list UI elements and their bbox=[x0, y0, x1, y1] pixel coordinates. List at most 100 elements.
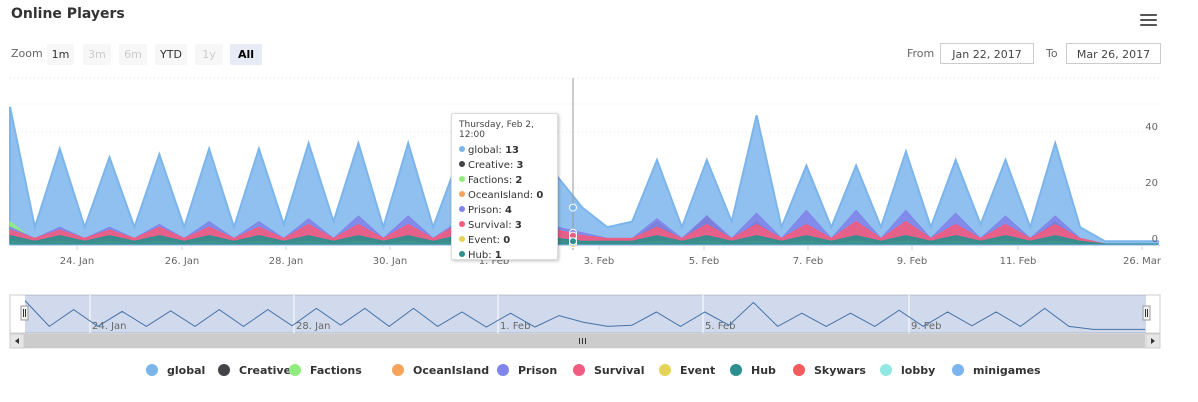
tooltip-row: Event: 0 bbox=[459, 233, 550, 248]
legend-label: Prison bbox=[518, 364, 558, 377]
navigator-frame bbox=[9, 294, 1161, 334]
zoom-6m-button[interactable]: 6m bbox=[119, 44, 147, 65]
range-to-input[interactable]: Mar 26, 2017 bbox=[1066, 43, 1161, 64]
legend-label: Factions bbox=[310, 364, 362, 377]
zoom-3m-button[interactable]: 3m bbox=[83, 44, 111, 65]
legend-item-survival[interactable]: Survival bbox=[573, 364, 644, 377]
tooltip-series-name: Factions bbox=[468, 175, 509, 186]
scroll-right-button[interactable] bbox=[1145, 333, 1161, 349]
x-tick-label: 7. Feb bbox=[793, 256, 823, 267]
legend-item-hub[interactable]: Hub bbox=[730, 364, 776, 377]
tooltip-row: OceanIsland: 0 bbox=[459, 188, 550, 203]
tooltip-series-name: Event bbox=[468, 235, 497, 246]
legend-label: lobby bbox=[901, 364, 936, 377]
tooltip-row: Prison: 4 bbox=[459, 203, 550, 218]
tooltip-series-name: Survival bbox=[468, 220, 509, 231]
legend-label: minigames bbox=[973, 364, 1041, 377]
series-dot-icon bbox=[459, 176, 465, 182]
navigator-selected-range[interactable] bbox=[25, 295, 1146, 333]
tooltip-series-value: 3 bbox=[516, 160, 524, 171]
legend-item-minigames[interactable]: minigames bbox=[952, 364, 1041, 377]
series-dot-icon bbox=[459, 206, 465, 212]
x-tick-label: 26. Mar bbox=[1123, 256, 1162, 267]
series-dot-icon bbox=[459, 161, 465, 167]
legend-item-global[interactable]: global bbox=[146, 364, 205, 377]
tooltip-series-value: 13 bbox=[505, 145, 519, 156]
legend-item-oceanisland[interactable]: OceanIsland bbox=[392, 364, 489, 377]
tooltip-row: Survival: 3 bbox=[459, 218, 550, 233]
zoom-ytd-button[interactable]: YTD bbox=[155, 44, 187, 65]
series-dot-icon bbox=[459, 221, 465, 227]
hover-marker-hub bbox=[569, 237, 577, 246]
series-areas bbox=[9, 106, 1159, 245]
navigator-series-line bbox=[24, 300, 1145, 330]
legend-symbol-icon bbox=[497, 364, 509, 376]
legend-symbol-icon bbox=[289, 364, 301, 376]
arrow-right-icon bbox=[1151, 338, 1155, 344]
context-menu-icon[interactable] bbox=[1140, 14, 1157, 28]
navigator-tick-label: 1. Feb bbox=[500, 321, 530, 332]
tooltip-series-value: 4 bbox=[504, 205, 512, 216]
tooltip-series-value: 0 bbox=[503, 235, 511, 246]
zoom-1m-button[interactable]: 1m bbox=[47, 44, 74, 65]
x-tick-label: 24. Jan bbox=[60, 256, 95, 267]
y-tick-label: 20 bbox=[1145, 178, 1158, 189]
hover-marker-global bbox=[569, 203, 577, 212]
x-tick-label: 3. Feb bbox=[584, 256, 614, 267]
y-axis-ticks: 0 20 40 bbox=[1145, 122, 1158, 245]
legend-item-event[interactable]: Event bbox=[659, 364, 715, 377]
tooltip-series-name: OceanIsland bbox=[468, 190, 530, 201]
tooltip-series-value: 3 bbox=[514, 220, 522, 231]
tooltip: Thursday, Feb 2, 12:00 global: 13 Creativ… bbox=[451, 113, 558, 263]
legend-label: Event bbox=[680, 364, 716, 377]
zoom-1y-button[interactable]: 1y bbox=[195, 44, 223, 65]
series-dot-icon bbox=[459, 251, 465, 257]
legend-item-prison[interactable]: Prison bbox=[497, 364, 557, 377]
series-dot-icon bbox=[459, 146, 465, 152]
scrollbar-grip-icon bbox=[579, 338, 586, 344]
legend-item-creative[interactable]: Creative bbox=[218, 364, 291, 377]
legend-label: Hub bbox=[751, 364, 776, 377]
tooltip-date: Thursday, Feb 2, 12:00 bbox=[459, 120, 534, 140]
tooltip-series-value: 0 bbox=[536, 190, 544, 201]
legend-symbol-icon bbox=[392, 364, 404, 376]
series-dot-icon bbox=[459, 236, 465, 242]
navigator-tick-label: 24. Jan bbox=[92, 321, 127, 332]
range-to-label: To bbox=[1046, 47, 1058, 60]
x-tick-label: 11. Feb bbox=[1000, 256, 1037, 267]
navigator-right-handle[interactable] bbox=[1142, 305, 1151, 321]
arrow-left-icon bbox=[15, 338, 19, 344]
chart-title: Online Players bbox=[11, 6, 125, 22]
legend-item-factions[interactable]: Factions bbox=[289, 364, 362, 377]
tooltip-series-value: 1 bbox=[494, 250, 502, 261]
legend-item-lobby[interactable]: lobby bbox=[880, 364, 935, 377]
tooltip-row: Creative: 3 bbox=[459, 158, 550, 173]
series-area-global bbox=[9, 106, 1159, 245]
x-tick-label: 9. Feb bbox=[897, 256, 927, 267]
legend: global Creative Factions OceanIsland Prison S… bbox=[0, 364, 1198, 380]
tooltip-row: Hub: 1 bbox=[459, 248, 550, 263]
range-from-label: From bbox=[907, 47, 935, 60]
legend-symbol-icon bbox=[793, 364, 805, 376]
legend-label: global bbox=[167, 364, 206, 377]
tooltip-series-name: Hub bbox=[468, 250, 489, 261]
tooltip-series-name: Prison bbox=[468, 205, 499, 216]
legend-symbol-icon bbox=[573, 364, 585, 376]
legend-label: Survival bbox=[594, 364, 645, 377]
y-tick-label: 40 bbox=[1145, 122, 1158, 133]
legend-symbol-icon bbox=[659, 364, 671, 376]
scrollbar-thumb[interactable] bbox=[24, 334, 1145, 348]
series-dot-icon bbox=[459, 191, 465, 197]
legend-item-skywars[interactable]: Skywars bbox=[793, 364, 866, 377]
legend-symbol-icon bbox=[730, 364, 742, 376]
navigator-left-handle[interactable] bbox=[20, 305, 29, 321]
range-from-input[interactable]: Jan 22, 2017 bbox=[940, 43, 1034, 64]
x-tick-label: 30. Jan bbox=[373, 256, 408, 267]
legend-symbol-icon bbox=[146, 364, 158, 376]
tooltip-series-name: Creative bbox=[468, 160, 510, 171]
x-tick-label: 1. Feb bbox=[479, 256, 509, 267]
scroll-left-button[interactable] bbox=[9, 333, 25, 349]
navigator-tick-label: 9. Feb bbox=[911, 321, 941, 332]
zoom-all-button[interactable]: All bbox=[230, 44, 262, 65]
